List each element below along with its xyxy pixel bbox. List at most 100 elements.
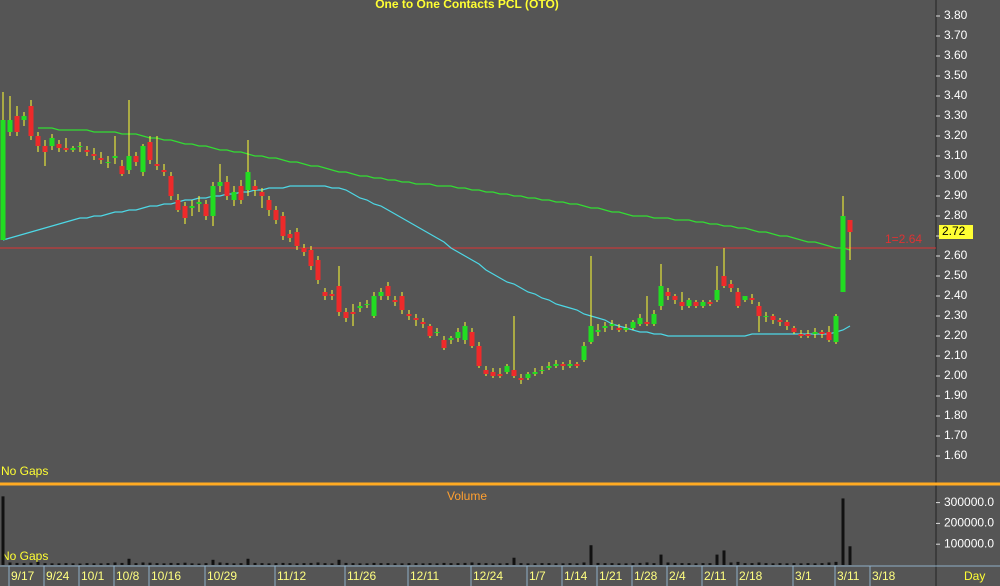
candle-body [637, 318, 643, 324]
x-tick-label: 2/18 [739, 569, 763, 583]
volume-bar [736, 561, 740, 565]
y-tick-label: 3.50 [944, 68, 968, 82]
candle-body [28, 106, 34, 136]
volume-bar [442, 562, 446, 565]
candle-body [756, 306, 762, 316]
volume-bar [351, 563, 355, 565]
candle-body [154, 164, 160, 166]
candle-body [784, 322, 790, 326]
chart-title: One to One Contacts PCL (OTO) [375, 0, 559, 11]
volume-bar [687, 563, 691, 565]
candle-body [371, 296, 377, 316]
volume-bar [421, 563, 425, 565]
last-price-box [939, 225, 973, 239]
volume-bar [204, 563, 208, 565]
volume-bar [610, 563, 614, 565]
candle-body [728, 284, 734, 288]
volume-bar [820, 563, 824, 565]
volume-bar [225, 562, 229, 565]
volume-bar [638, 562, 642, 565]
volume-bar [85, 563, 89, 565]
y-tick-label: 2.20 [944, 328, 968, 342]
volume-bar [372, 562, 376, 565]
candle-body [686, 300, 692, 306]
candle-body [546, 366, 552, 368]
volume-bar [246, 558, 250, 565]
x-tick-label: 9/17 [11, 569, 35, 583]
candle-body [798, 334, 804, 336]
volume-bar [456, 563, 460, 565]
volume-bar [652, 563, 656, 565]
candle-body [427, 326, 433, 336]
candle-body [581, 346, 587, 360]
volume-bar [267, 563, 271, 565]
annotation: No Gaps [1, 549, 48, 563]
volume-bar [253, 562, 257, 565]
x-tick-label: 1/14 [564, 569, 588, 583]
volume-bar [722, 550, 726, 565]
candle-body [770, 316, 776, 320]
volume-bar [22, 563, 26, 565]
candle-body [413, 318, 419, 320]
volume-bar [218, 562, 222, 565]
candle-body [133, 156, 139, 162]
candle-body [525, 374, 531, 378]
volume-bar [99, 563, 103, 565]
volume-bar [155, 563, 159, 565]
candle-body [266, 200, 272, 210]
volume-bar [43, 563, 47, 565]
candle-body [189, 206, 195, 208]
volume-bar [477, 562, 481, 565]
candle-body [280, 216, 286, 236]
candle-body [539, 370, 545, 371]
volume-bar [302, 563, 306, 565]
candle-body [644, 322, 650, 324]
y-tick-label: 3.40 [944, 88, 968, 102]
x-tick-label: 11/26 [347, 569, 376, 583]
y-tick-label: 2.50 [944, 268, 968, 282]
candle-body [119, 166, 125, 174]
candle-body [609, 324, 615, 326]
y-tick-label: 3.10 [944, 148, 968, 162]
candle-body [238, 186, 244, 200]
volume-bar [309, 562, 313, 565]
x-tick-label: 3/1 [795, 569, 812, 583]
candle-body [252, 186, 258, 190]
volume-bar [715, 554, 719, 565]
volume-bar [694, 563, 698, 565]
volume-bar [841, 498, 845, 565]
volume-bar [505, 563, 509, 565]
candle-body [777, 320, 783, 322]
volume-title: Volume [447, 489, 487, 503]
y-tick-label: 1.90 [944, 388, 968, 402]
volume-bar [134, 563, 138, 565]
volume-bar [512, 557, 516, 565]
candle-body [42, 146, 48, 152]
candle-body [833, 316, 839, 342]
volume-bar [8, 562, 12, 565]
candle-body [630, 322, 636, 328]
x-tick-label: 10/16 [151, 569, 181, 583]
candle-body [665, 292, 671, 296]
volume-bar [57, 563, 61, 565]
volume-bar [169, 562, 173, 565]
volume-bar [470, 562, 474, 565]
candle-body [308, 250, 314, 266]
x-tick-label: 1/21 [599, 569, 623, 583]
y-tick-label: 2.10 [944, 348, 968, 362]
volume-bar [491, 563, 495, 565]
volume-bar [659, 554, 663, 565]
volume-bar [407, 563, 411, 565]
x-tick-label: 10/1 [81, 569, 105, 583]
y-tick-label: 2.40 [944, 288, 968, 302]
volume-bar [561, 563, 565, 565]
volume-bar [806, 563, 810, 565]
volume-bar [575, 563, 579, 565]
volume-bar [708, 563, 712, 565]
candle-body [714, 290, 720, 300]
candle-body [112, 156, 118, 158]
y-tick-label: 2.00 [944, 368, 968, 382]
candle-body [392, 300, 398, 302]
candle-body [483, 370, 489, 374]
